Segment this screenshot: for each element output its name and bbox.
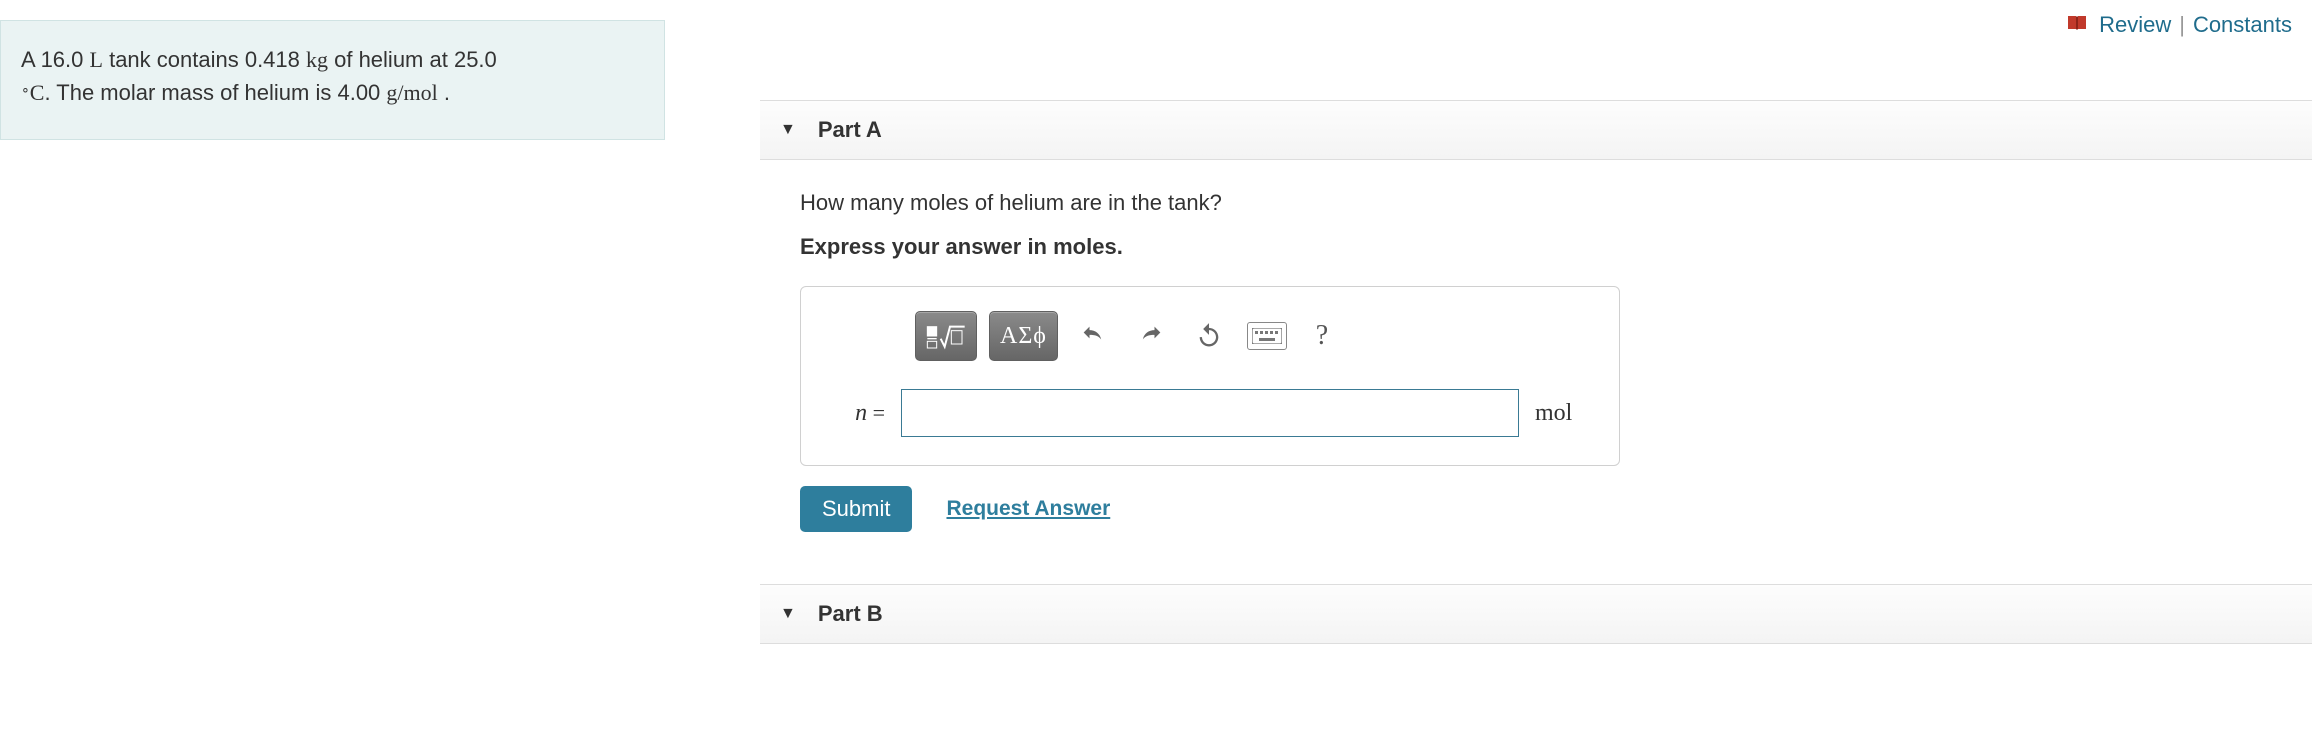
collapse-icon: ▼ (780, 605, 796, 623)
template-icon (926, 320, 966, 352)
variable-label: n = (825, 400, 885, 427)
help-button[interactable]: ? (1302, 320, 1342, 352)
reset-icon (1195, 322, 1223, 350)
answer-box: ΑΣϕ ? n = m (800, 286, 1620, 466)
part-b-label: Part B (818, 601, 883, 627)
book-icon (2067, 15, 2087, 36)
keyboard-icon (1247, 322, 1287, 350)
redo-icon (1137, 322, 1165, 350)
review-link[interactable]: Review (2099, 12, 2171, 38)
undo-button[interactable] (1070, 311, 1116, 361)
unit-kg: kg (306, 47, 328, 72)
answer-input-row: n = mol (825, 389, 1595, 437)
keyboard-button[interactable] (1244, 311, 1290, 361)
unit-gmol: g/mol (386, 80, 437, 105)
undo-icon (1079, 322, 1107, 350)
degree-symbol: ∘ (21, 83, 30, 98)
action-row: Submit Request Answer (800, 486, 2272, 532)
collapse-icon: ▼ (780, 121, 796, 139)
redo-button[interactable] (1128, 311, 1174, 361)
content-area: ▼ Part A How many moles of helium are in… (760, 100, 2312, 644)
unit-L: L (90, 47, 103, 72)
part-a-header[interactable]: ▼ Part A (760, 100, 2312, 160)
problem-text: tank contains 0.418 (103, 47, 306, 72)
request-answer-link[interactable]: Request Answer (946, 497, 1110, 521)
templates-button[interactable] (915, 311, 977, 361)
unit-C: C (30, 80, 45, 105)
part-a-question: How many moles of helium are in the tank… (800, 190, 2272, 216)
submit-button[interactable]: Submit (800, 486, 912, 532)
problem-text: A 16.0 (21, 47, 90, 72)
answer-input[interactable] (901, 389, 1519, 437)
part-a-label: Part A (818, 117, 882, 143)
link-divider: | (2179, 12, 2185, 38)
equation-toolbar: ΑΣϕ ? (825, 311, 1595, 361)
part-a-body: How many moles of helium are in the tank… (760, 160, 2312, 566)
answer-unit: mol (1535, 400, 1595, 427)
greek-button[interactable]: ΑΣϕ (989, 311, 1058, 361)
problem-statement: A 16.0 L tank contains 0.418 kg of heliu… (0, 20, 665, 140)
part-b-header[interactable]: ▼ Part B (760, 584, 2312, 644)
problem-text: . (438, 80, 450, 105)
top-links: Review | Constants (2067, 12, 2292, 38)
reset-button[interactable] (1186, 311, 1232, 361)
part-a-instruction: Express your answer in moles. (800, 234, 2272, 260)
constants-link[interactable]: Constants (2193, 12, 2292, 38)
problem-text: . The molar mass of helium is 4.00 (44, 80, 386, 105)
problem-text: of helium at 25.0 (328, 47, 497, 72)
